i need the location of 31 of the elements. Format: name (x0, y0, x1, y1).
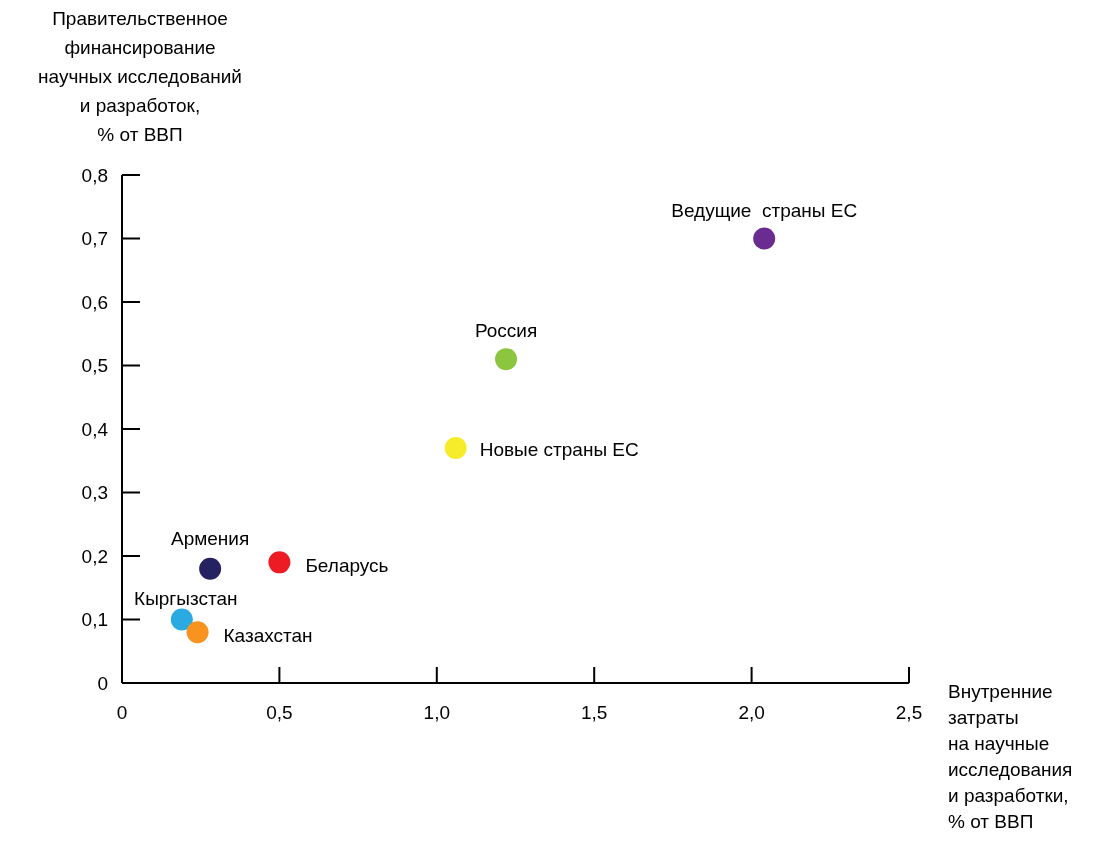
series-label: Ведущие страны ЕС (671, 199, 858, 221)
x-tick-label: 1,0 (423, 702, 451, 723)
point (186, 621, 209, 644)
y-tick-label: 0 (97, 672, 108, 694)
y-tick-label: 0,7 (81, 228, 108, 250)
x-tick-label: 0,5 (266, 702, 293, 723)
point (753, 227, 776, 250)
y-tick-label: 0,8 (81, 164, 108, 186)
series-label: Россия (474, 320, 538, 342)
point (170, 608, 193, 631)
series-label: Казахстан (223, 625, 313, 647)
point (268, 551, 291, 574)
series-label: Новые страны ЕС (479, 439, 639, 461)
x-tick-label: 2,0 (738, 702, 765, 723)
y-tick-label: 0,6 (81, 291, 108, 313)
y-tick-label: 0,1 (81, 609, 108, 631)
point (444, 437, 467, 460)
series-label: Армения (171, 527, 250, 549)
series-label: Кыргызстан (134, 587, 238, 609)
point (199, 557, 222, 580)
point (495, 348, 518, 371)
x-axis-title: Внутренние затраты на научные исследования и разработки, % от ВВП (948, 681, 1073, 832)
series-label: Беларусь (305, 555, 389, 577)
y-tick-label: 0,3 (81, 482, 108, 504)
y-tick-label: 0,2 (81, 545, 108, 567)
x-tick-label: 1,5 (580, 702, 608, 723)
x-tick-label: 2,5 (895, 702, 923, 723)
y-tick-label: 0,5 (81, 355, 108, 377)
x-tick-label: 0 (116, 702, 128, 723)
y-axis-title: Правительственное финансирование научных исследований и разработок, % от ВВП (38, 8, 242, 145)
y-tick-label: 0,4 (81, 418, 109, 440)
